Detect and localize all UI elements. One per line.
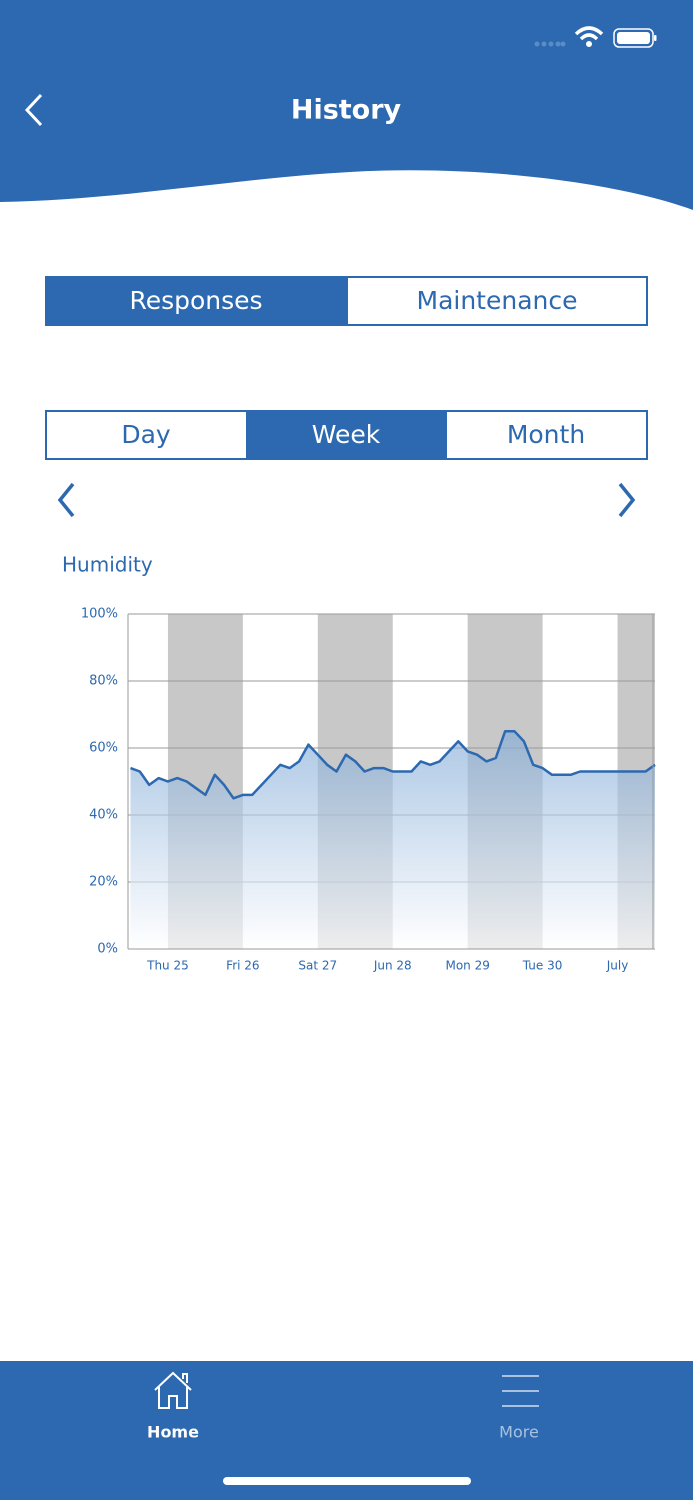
nav-label: Home [147,1423,199,1442]
tab-label: Responses [129,286,262,315]
tab-label: Maintenance [417,286,578,315]
header-background [0,0,693,210]
chart-title: Humidity [62,553,153,577]
nav-label: More [499,1423,539,1442]
y-tick-label: 80% [89,674,118,689]
home-button[interactable]: Home [147,1371,199,1442]
more-button[interactable]: More [499,1375,539,1442]
status-icons [534,26,657,48]
back-button[interactable] [24,93,43,127]
x-tick-label: Sat 27 [298,959,337,973]
line [130,730,656,800]
tab-label: Week [312,420,381,449]
tab-maintenance[interactable] [346,276,648,326]
tab-label: Day [121,420,171,449]
y-tick-label: 100% [81,607,118,622]
previous-button[interactable] [57,482,75,518]
y-tick-label: 40% [89,808,118,823]
x-tick-label: Mon 29 [445,959,489,973]
tab-month[interactable] [445,410,648,460]
nav-bar [0,1361,693,1500]
tab-label: Month [507,420,585,449]
x-tick-label: Thu 25 [146,959,189,973]
tab-day[interactable] [45,410,248,460]
tab-week[interactable] [246,410,447,460]
home-indicator [223,1477,471,1485]
y-tick-label: 20% [89,875,118,890]
y-tick-label: 0% [97,942,118,957]
chart: 0% 20% 40% 60% 80% 100% Thu 25 Fri 26 Sat 27 Jun … [81,607,656,973]
x-tick-label: Tue 30 [522,959,563,973]
header-title: History [291,95,402,126]
y-tick-label: 60% [89,741,118,756]
x-tick-label: Fri 26 [226,959,259,973]
next-button[interactable] [618,482,636,518]
x-tick-label: Jun 28 [373,959,412,973]
x-tick-label: July [606,959,629,973]
